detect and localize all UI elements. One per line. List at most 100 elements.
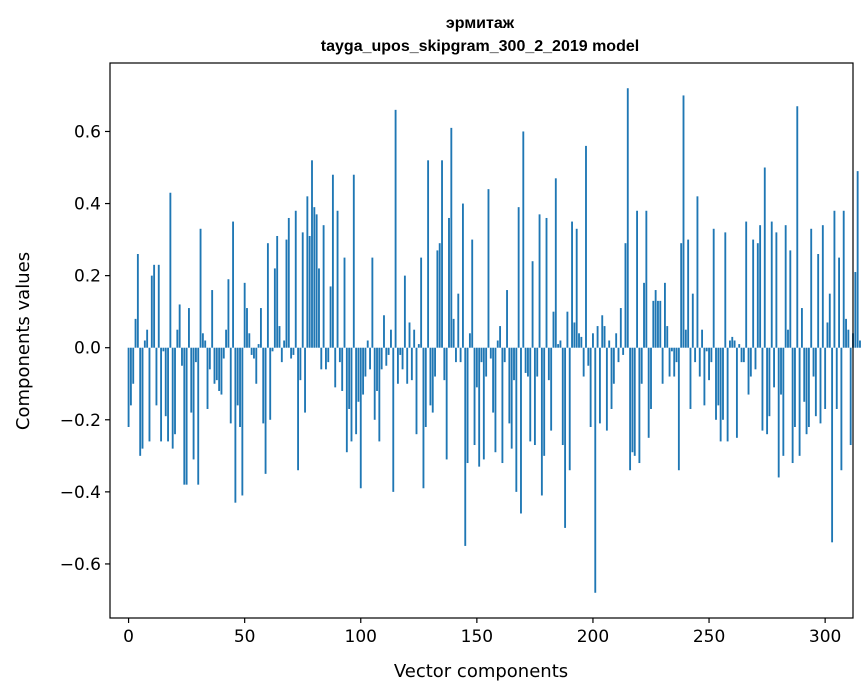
bar-161 <box>501 347 504 464</box>
bar-291 <box>803 347 806 402</box>
x-tick-label: 50 <box>234 627 256 647</box>
bar-151 <box>478 347 481 467</box>
bar-253 <box>715 347 717 420</box>
bar-298 <box>819 347 822 424</box>
bar-147 <box>468 333 471 348</box>
bar-265 <box>742 347 745 363</box>
bar-264 <box>740 347 743 363</box>
bar-132 <box>434 347 436 377</box>
bar-129 <box>427 160 430 348</box>
bar-53 <box>250 347 253 355</box>
bar-106 <box>373 347 376 420</box>
bar-259 <box>729 340 731 348</box>
bar-21 <box>176 329 179 348</box>
bar-75 <box>301 232 304 348</box>
bar-9 <box>148 347 151 442</box>
bar-153 <box>482 347 485 460</box>
bar-114 <box>392 347 395 492</box>
bar-26 <box>188 308 190 348</box>
bar-266 <box>745 221 748 348</box>
bar-255 <box>719 347 722 442</box>
bar-82 <box>318 268 320 348</box>
bar-31 <box>199 228 202 348</box>
bar-202 <box>596 326 599 348</box>
bar-279 <box>775 232 778 348</box>
y-tick-label: 0.4 <box>74 195 101 215</box>
bar-275 <box>766 347 769 435</box>
chart-subtitle: tayga_upos_skipgram_300_2_2019 model <box>321 38 639 55</box>
bar-115 <box>394 109 397 348</box>
bar-93 <box>343 257 346 348</box>
bar-141 <box>455 347 457 363</box>
bar-256 <box>722 347 724 420</box>
y-tick-label: 0.6 <box>74 122 101 142</box>
bar-60 <box>266 243 269 348</box>
bar-297 <box>817 254 820 348</box>
bar-210 <box>615 333 618 348</box>
bar-37 <box>213 347 216 384</box>
bar-193 <box>575 228 578 348</box>
bar-184 <box>554 178 557 348</box>
bar-100 <box>359 347 362 489</box>
bar-221 <box>640 347 643 384</box>
bar-280 <box>777 347 780 478</box>
bar-99 <box>357 347 360 402</box>
y-axis-label: Components values <box>13 252 34 430</box>
bar-251 <box>710 347 713 363</box>
bar-78 <box>308 235 311 348</box>
bar-218 <box>633 347 636 456</box>
bar-96 <box>350 347 353 442</box>
bar-235 <box>673 347 676 377</box>
bar-119 <box>403 275 406 348</box>
bar-118 <box>401 347 404 370</box>
bar-177 <box>538 214 541 348</box>
bar-299 <box>821 225 824 348</box>
bar-195 <box>580 336 583 348</box>
bar-44 <box>229 347 232 424</box>
bar-228 <box>657 300 659 348</box>
bar-123 <box>413 329 416 348</box>
bar-142 <box>457 293 460 348</box>
x-tick-label: 150 <box>461 627 493 647</box>
bar-36 <box>211 290 214 348</box>
bar-183 <box>552 311 555 348</box>
bar-4 <box>136 254 139 348</box>
bar-292 <box>805 347 808 435</box>
bar-260 <box>731 336 734 348</box>
bar-227 <box>654 290 657 348</box>
bar-157 <box>492 347 495 413</box>
bar-77 <box>306 196 309 348</box>
x-tick-label: 0 <box>123 627 134 647</box>
bar-144 <box>462 203 464 348</box>
bar-199 <box>589 347 592 427</box>
bar-174 <box>531 261 534 348</box>
bar-19 <box>171 347 174 449</box>
bar-203 <box>598 347 601 424</box>
bar-181 <box>547 347 550 381</box>
bar-180 <box>545 217 548 348</box>
bar-25 <box>185 347 188 485</box>
bar-86 <box>327 347 330 363</box>
bar-6 <box>141 347 144 449</box>
y-axis: −0.6 −0.4 −0.2 0.0 0.2 0.4 0.6 <box>60 122 110 575</box>
bar-283 <box>784 225 787 348</box>
bar-125 <box>417 344 420 348</box>
bar-16 <box>164 347 167 417</box>
bar-175 <box>533 347 536 446</box>
bar-158 <box>494 347 497 453</box>
bar-47 <box>236 347 239 406</box>
bar-307 <box>840 347 843 471</box>
bar-59 <box>264 347 267 474</box>
bar-38 <box>215 347 218 381</box>
bar-169 <box>520 347 522 514</box>
bar-39 <box>218 347 221 391</box>
bar-68 <box>285 239 288 348</box>
bar-261 <box>733 340 736 348</box>
bar-192 <box>573 322 576 348</box>
bar-97 <box>352 174 355 348</box>
bar-80 <box>313 207 316 348</box>
bar-122 <box>410 347 413 381</box>
bar-273 <box>761 347 764 431</box>
bar-74 <box>299 347 302 381</box>
